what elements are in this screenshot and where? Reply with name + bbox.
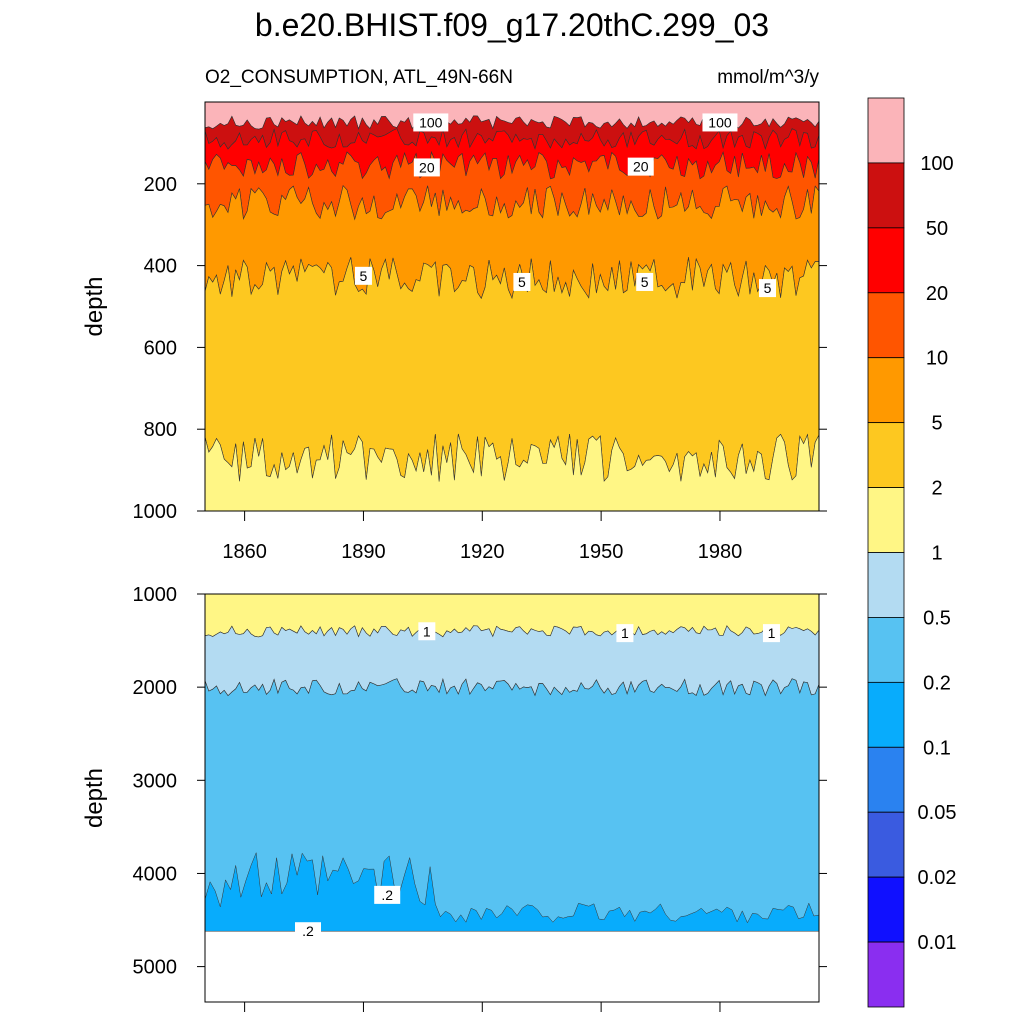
upper-panel: 200 400 600 800 1000 depth 1860 1890 1920 1950 198…	[81, 101, 827, 563]
colorbar-label-9: 0.1	[923, 737, 951, 759]
colorbar-box-10	[867, 746, 905, 813]
y-axis-label-1: depth	[81, 768, 108, 828]
contour-label-bg	[413, 113, 449, 132]
contour-label-1-2: 1	[762, 624, 780, 643]
contour-label-0-3: 20	[627, 157, 654, 176]
contour-label-text: 1	[621, 625, 629, 641]
colorbar-label-3: 10	[926, 348, 948, 370]
contour-label-text: 20	[419, 159, 435, 175]
contour-label-text: 5	[360, 268, 368, 284]
colorbar-label-8: 0.2	[923, 672, 951, 694]
x-tick-label-0: 1860	[222, 541, 267, 563]
y-tick-label-0-2: 600	[144, 337, 177, 359]
contour-label-bg	[636, 272, 654, 291]
contour-label-0-5: 5	[513, 272, 531, 291]
colorbar: 100 50 20 10 5 2 1 0.5 0.2 0.1 0.05 0.02 0.01	[867, 97, 957, 1008]
contour-label-text: 100	[708, 114, 732, 130]
contour-label-bg	[413, 158, 440, 177]
contour-label-1-1: 1	[616, 624, 634, 643]
colorbar-box-4	[867, 357, 905, 424]
contour-label-bg	[702, 113, 738, 132]
colorbar-label-1: 50	[926, 218, 948, 240]
contour-label-text: 5	[764, 280, 772, 296]
contour-label-text: 100	[419, 114, 443, 130]
colorbar-box-13	[867, 941, 905, 1008]
colorbar-box-2	[867, 227, 905, 294]
contour-label-text: 1	[768, 625, 776, 641]
colorbar-box-6	[867, 487, 905, 553]
contour-label-bg	[418, 622, 436, 641]
panel-subtitle-left: O2_CONSUMPTION, ATL_49N-66N	[205, 67, 513, 88]
x-tick-label-4: 1980	[698, 541, 743, 563]
colorbar-box-0	[867, 97, 905, 164]
colorbar-box-9	[867, 681, 905, 748]
x-tick-label-2: 1920	[460, 541, 505, 563]
contour-label-text: 1	[423, 623, 431, 639]
colorbar-label-11: 0.02	[918, 867, 957, 889]
contour-label-bg	[616, 624, 634, 643]
contour-label-1-3: .2	[374, 885, 401, 904]
y-tick-label-1-0: 1000	[133, 584, 178, 606]
plot-frame-1	[204, 593, 820, 1003]
colorbar-box-1	[867, 162, 905, 229]
colorbar-box-11	[867, 811, 905, 878]
deep-patches	[204, 852, 820, 932]
colorbar-label-2: 20	[926, 283, 948, 305]
contour-label-0-6: 5	[636, 272, 654, 291]
colorbar-label-10: 0.05	[918, 802, 957, 824]
colorbar-box-7	[867, 552, 905, 618]
contour-label-bg	[759, 279, 777, 298]
contour-label-bg	[513, 272, 531, 291]
contour-label-bg	[374, 885, 401, 904]
contour-label-1-4: .2	[294, 922, 321, 941]
y-tick-label-0-4: 1000	[133, 501, 178, 523]
x-tick-label-1: 1890	[341, 541, 386, 563]
colorbar-box-12	[867, 876, 905, 943]
colorbar-label-7: 0.5	[923, 607, 951, 629]
colorbar-label-4: 5	[931, 413, 942, 435]
contour-label-text: 5	[518, 274, 526, 290]
contour-label-text: 5	[641, 274, 649, 290]
contour-label-bg	[627, 157, 654, 176]
colorbar-label-12: 0.01	[918, 932, 957, 954]
y-tick-label-0-1: 400	[144, 256, 177, 278]
contour-label-0-0: 100	[413, 113, 449, 132]
figure-title: b.e20.BHIST.f09_g17.20thC.299_03	[255, 7, 769, 43]
colorbar-box-3	[867, 292, 905, 359]
x-tick-label-3: 1950	[579, 541, 624, 563]
contour-label-0-2: 20	[413, 158, 440, 177]
y-tick-label-0-3: 800	[144, 419, 177, 441]
y-axis-label-0: depth	[81, 276, 108, 336]
y-tick-label-1-1: 2000	[133, 677, 178, 699]
colorbar-label-5: 2	[931, 478, 942, 500]
contour-label-text: .2	[302, 923, 314, 939]
contour-label-bg	[294, 922, 321, 941]
y-tick-label-1-2: 3000	[133, 770, 178, 792]
y-tick-label-0-0: 200	[144, 174, 177, 196]
colorbar-label-0: 100	[920, 153, 953, 175]
contour-label-text: 20	[633, 159, 649, 175]
contour-label-1-0: 1	[418, 622, 436, 641]
colorbar-box-5	[867, 422, 905, 488]
contour-label-bg	[762, 624, 780, 643]
panel-subtitle-right: mmol/m^3/y	[717, 67, 819, 88]
y-tick-label-1-3: 4000	[133, 863, 178, 885]
contour-label-0-7: 5	[759, 279, 777, 298]
lower-panel: 1000 2000 3000 4000 5000 depth 1 1 1 .2 .2	[81, 584, 827, 1012]
y-tick-label-1-4: 5000	[133, 957, 178, 979]
contour-label-0-1: 100	[702, 113, 738, 132]
contour-label-text: .2	[381, 887, 393, 903]
plot-frame-0	[204, 101, 820, 512]
colorbar-box-8	[867, 617, 905, 683]
colorbar-label-6: 1	[931, 543, 942, 565]
contour-label-0-4: 5	[354, 266, 372, 285]
contour-label-bg	[354, 266, 372, 285]
